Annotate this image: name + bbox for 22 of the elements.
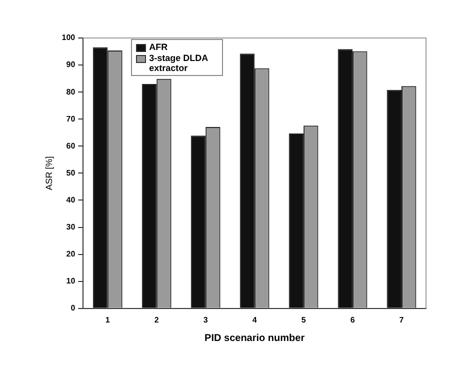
y-tick-label: 50 — [66, 168, 76, 178]
y-tick-label: 40 — [66, 195, 76, 204]
y-tick-label: 0 — [70, 304, 76, 313]
y-tick-label: 80 — [66, 87, 76, 96]
x-tick-label: 2 — [154, 315, 160, 324]
x-tick-label: 7 — [399, 315, 404, 324]
y-tick-label: 70 — [66, 114, 76, 124]
y-tick-label: 100 — [62, 33, 76, 42]
y-tick-label: 10 — [66, 276, 76, 286]
y-tick-label: 30 — [66, 222, 76, 232]
y-tick-label: 20 — [66, 250, 76, 259]
x-tick-label: 3 — [203, 315, 208, 324]
x-tick-label: 5 — [301, 315, 306, 324]
x-tick-label: 4 — [252, 315, 258, 324]
y-tick-label: 90 — [66, 60, 76, 70]
x-tick-label: 1 — [105, 315, 110, 324]
legend-label: AFR — [149, 42, 168, 52]
y-axis-title: ASR [%] — [44, 156, 54, 190]
legend-label: 3-stage DLDA extractor — [149, 53, 209, 73]
y-tick-label: 60 — [66, 141, 76, 150]
x-tick-label: 6 — [350, 315, 356, 324]
x-axis-title: PID scenario number — [204, 332, 305, 344]
